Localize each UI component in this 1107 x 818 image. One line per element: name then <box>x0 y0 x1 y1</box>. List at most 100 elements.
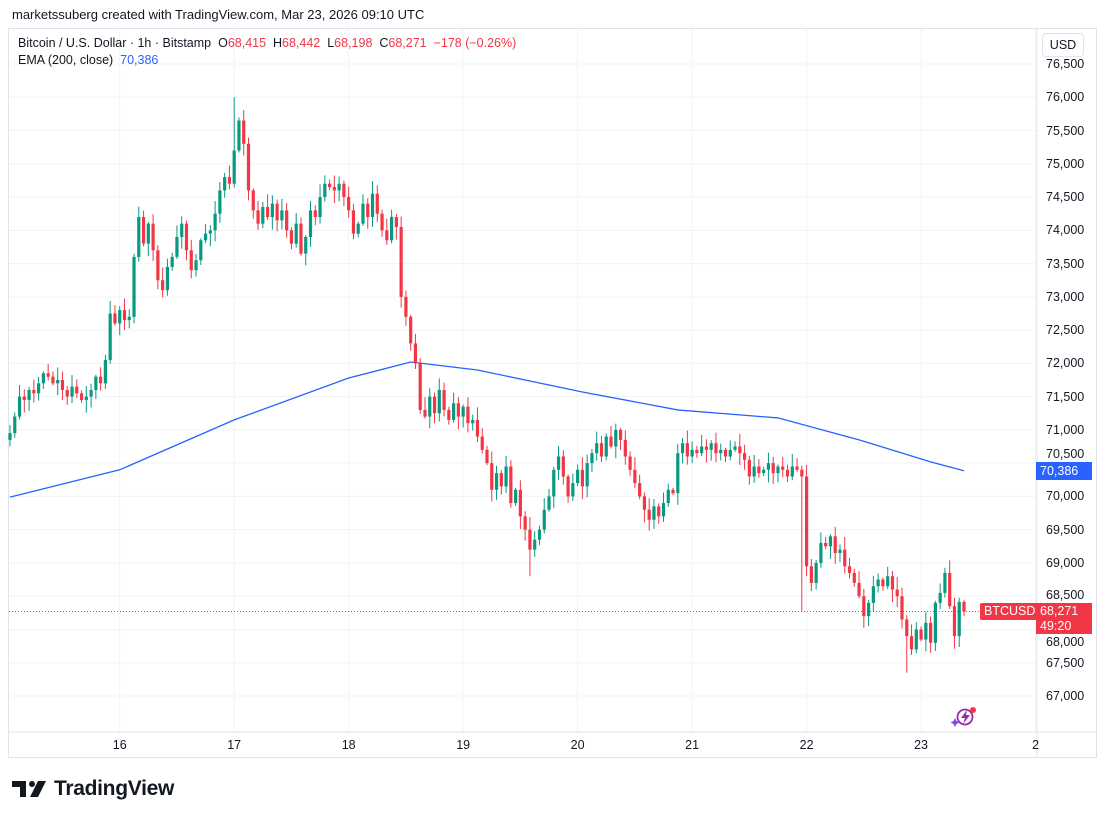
candle <box>294 213 298 248</box>
candle <box>456 397 460 430</box>
candle <box>22 389 26 413</box>
candle <box>423 397 427 419</box>
candle-body <box>609 436 613 447</box>
candle-body <box>79 393 84 400</box>
candle <box>27 386 31 411</box>
candle <box>666 483 670 507</box>
candle <box>132 253 136 324</box>
candle <box>595 431 599 461</box>
candle-body <box>342 183 346 198</box>
candle <box>623 430 627 465</box>
candle <box>809 558 813 592</box>
candle <box>275 199 279 232</box>
candle <box>790 453 794 481</box>
candle <box>308 200 313 247</box>
candle-body <box>442 389 446 410</box>
candle <box>118 306 122 336</box>
open-label: O <box>218 36 228 50</box>
candle <box>137 206 141 262</box>
candle-body <box>285 210 289 231</box>
candle <box>905 615 909 673</box>
price-tick-label: 72,500 <box>1046 323 1085 338</box>
candle-body <box>437 389 441 414</box>
candle <box>194 253 198 277</box>
candle-body <box>332 187 336 191</box>
candle <box>41 371 45 389</box>
candle-body <box>771 463 775 474</box>
time-tick-label: 23 <box>914 738 929 752</box>
candle-body <box>766 463 771 470</box>
grid <box>9 29 1096 757</box>
candle <box>504 455 508 493</box>
candle-body <box>590 453 594 464</box>
candle-body <box>475 419 480 437</box>
candle <box>828 534 833 559</box>
candle <box>571 473 575 502</box>
candle <box>742 444 747 470</box>
candle <box>490 451 494 502</box>
time-tick-label: 17 <box>227 738 242 752</box>
candle <box>75 379 79 398</box>
candle-body <box>375 193 379 214</box>
candle <box>146 221 150 257</box>
candle <box>738 433 742 465</box>
candle-body <box>156 250 160 281</box>
candle <box>475 407 480 443</box>
candle <box>671 487 675 496</box>
candle <box>351 204 356 240</box>
candle <box>380 209 384 237</box>
candle-body <box>390 217 394 241</box>
candle-body <box>552 469 556 497</box>
candle-body <box>308 210 313 237</box>
candle-body <box>886 576 890 587</box>
candle <box>237 117 241 153</box>
candle <box>156 245 160 290</box>
candle-body <box>676 453 680 494</box>
price-tick-label: 73,500 <box>1046 256 1085 271</box>
tradingview-logo[interactable]: TradingView <box>12 777 174 801</box>
candle <box>70 375 74 404</box>
candle <box>79 390 84 403</box>
candle <box>852 568 856 587</box>
candle <box>800 465 804 611</box>
candle-body <box>728 449 732 457</box>
price-tick-label: 75,500 <box>1046 123 1085 138</box>
candle-body <box>327 183 332 188</box>
currency-button[interactable]: USD <box>1042 33 1084 57</box>
candle-body <box>385 230 389 241</box>
candle-body <box>447 409 451 420</box>
candle <box>585 454 589 498</box>
candle-body <box>289 230 294 244</box>
candle <box>781 457 785 478</box>
candle <box>576 464 580 486</box>
candle <box>113 305 117 326</box>
candle-body <box>585 463 589 487</box>
candle-body <box>809 566 813 583</box>
candle <box>785 464 790 483</box>
candle-body <box>781 466 785 470</box>
candle <box>900 587 904 629</box>
candle <box>223 172 227 198</box>
candle <box>962 600 966 617</box>
candle-body <box>680 443 685 454</box>
candle <box>614 423 618 459</box>
candle-body <box>480 436 484 450</box>
candle-body <box>747 459 751 477</box>
candle-body <box>356 223 360 234</box>
candle <box>948 560 952 610</box>
lightning-icon[interactable] <box>950 707 977 727</box>
candle-body <box>471 419 475 424</box>
candle-body <box>862 596 866 617</box>
candle-body <box>742 453 747 460</box>
candle <box>46 363 50 381</box>
ema-label: EMA (200, close) <box>18 53 114 67</box>
candle <box>418 358 422 414</box>
tradingview-logo-icon <box>12 781 46 797</box>
candle-body <box>84 396 88 400</box>
candle-body <box>232 150 236 184</box>
candle <box>213 201 217 242</box>
candle <box>56 367 60 396</box>
candle <box>695 445 699 458</box>
candle-body <box>261 207 265 224</box>
